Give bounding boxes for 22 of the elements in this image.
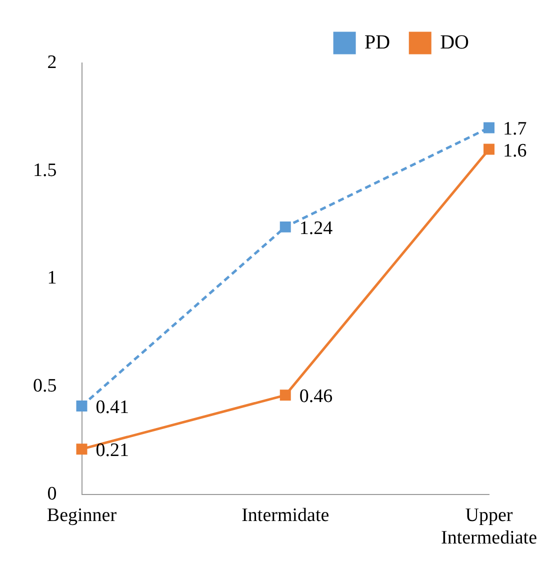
legend-label: DO [440,31,470,54]
point [280,221,291,232]
y-tick-label: 0.5 [33,376,57,397]
data-label: 0.46 [299,386,333,408]
data-label: 1.24 [299,218,334,239]
data-label: 0.21 [96,440,129,462]
y-tick-label: 0 [47,483,57,504]
y-tick-label: 1 [47,268,57,289]
data-label: 1.7 [503,118,527,140]
data-label: 1.6 [503,140,527,162]
y-tick-label: 2 [47,52,57,73]
x-tick-label: Intermidate [242,504,330,526]
point [76,444,88,455]
y-tick-label: 1.5 [33,160,57,181]
legend-label: PD [364,31,390,54]
x-tick-label: Upper Intermediate [440,504,538,549]
point [484,122,494,134]
point [484,144,494,155]
point [76,400,88,412]
x-tick-label: Beginner [46,504,118,526]
data-label: 0.41 [96,396,129,418]
point [280,390,291,401]
